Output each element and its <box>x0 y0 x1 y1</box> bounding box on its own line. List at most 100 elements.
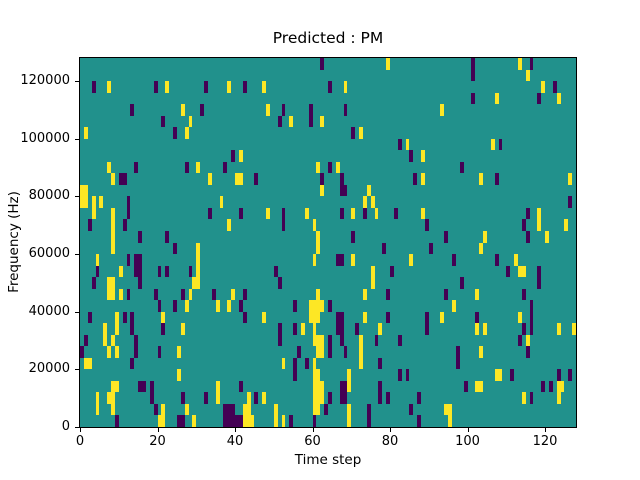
heatmap-cell-high <box>490 138 495 151</box>
heatmap-cell-low <box>173 127 177 139</box>
heatmap-cell-low <box>277 323 282 335</box>
heatmap-cell-low <box>138 380 142 393</box>
x-tick-mark <box>312 428 314 432</box>
heatmap-cell-high <box>494 369 499 381</box>
heatmap-cell-low <box>142 380 146 393</box>
heatmap-cell-low <box>254 392 259 404</box>
heatmap-cell-low <box>138 230 142 243</box>
heatmap-cell-high <box>483 230 487 243</box>
heatmap-cell-low <box>362 207 367 220</box>
heatmap-cell-low <box>231 150 235 162</box>
heatmap-cell-high <box>165 81 170 93</box>
heatmap-cell-low <box>126 254 131 266</box>
heatmap-cell-low <box>463 380 468 393</box>
heatmap-cell-high <box>521 265 526 278</box>
heatmap-cell-high <box>359 346 363 358</box>
heatmap-cell-low <box>277 334 282 347</box>
heatmap-cell-low <box>413 173 418 185</box>
heatmap-cell-high <box>347 380 352 393</box>
heatmap-cell-low <box>459 277 464 289</box>
heatmap-cell-low <box>130 104 135 116</box>
chart-title: Predicted : PM <box>272 29 384 47</box>
heatmap-cell-high <box>316 311 321 324</box>
heatmap-cell-high <box>114 346 119 358</box>
heatmap-cell-high <box>347 403 352 416</box>
heatmap-cell-low <box>417 392 421 404</box>
heatmap-cell-high <box>517 58 522 70</box>
heatmap-cell-high <box>262 81 266 93</box>
heatmap-cell-high <box>479 346 483 358</box>
heatmap-cell-low <box>343 104 348 116</box>
heatmap-cell-low <box>424 311 429 324</box>
heatmap-cell-high <box>188 115 193 128</box>
heatmap-cell-high <box>405 138 410 151</box>
heatmap-cell-high <box>378 323 383 335</box>
heatmap-cell-low <box>556 369 561 381</box>
heatmap-cell-high <box>83 196 88 208</box>
heatmap-cell-high <box>114 323 119 335</box>
heatmap-cell-low <box>455 357 460 370</box>
heatmap-cell-low <box>180 288 185 301</box>
heatmap-cell-low <box>521 219 526 231</box>
heatmap-cell-high <box>308 300 313 312</box>
heatmap-cell-high <box>161 403 166 416</box>
heatmap-cell-low <box>324 403 328 416</box>
heatmap-cell-high <box>556 380 561 393</box>
heatmap-cell-low <box>328 81 332 93</box>
heatmap-cell-low <box>339 207 344 220</box>
heatmap-cell-low <box>529 392 534 404</box>
heatmap-cell-low <box>424 323 429 335</box>
heatmap-cell-low <box>130 323 135 335</box>
heatmap-cell-low <box>339 184 344 197</box>
heatmap-cell-low <box>417 415 421 427</box>
heatmap-cell-low <box>405 369 410 381</box>
heatmap-cell-high <box>440 104 445 116</box>
heatmap-cell-low <box>335 323 340 335</box>
heatmap-cell-low <box>386 311 390 324</box>
heatmap-cell-high <box>184 403 189 416</box>
heatmap-cell-low <box>165 230 170 243</box>
heatmap-cell-low <box>339 392 344 404</box>
heatmap-cell-high <box>316 334 321 347</box>
heatmap-cell-low <box>529 58 534 70</box>
heatmap-cell-low <box>277 115 282 128</box>
heatmap-cell-low <box>204 81 208 93</box>
heatmap-cell-high <box>370 277 375 289</box>
heatmap-cell-low <box>149 392 154 404</box>
x-tick-label: 20 <box>149 434 166 449</box>
heatmap-cell-low <box>525 346 530 358</box>
heatmap-cell-low <box>343 392 348 404</box>
heatmap-cell-low <box>153 403 158 416</box>
heatmap-cell-low <box>122 219 127 231</box>
heatmap-cell-high <box>262 392 266 404</box>
heatmap-cell-high <box>196 277 201 289</box>
heatmap-cell-low <box>277 277 282 289</box>
heatmap-cell-low <box>173 300 177 312</box>
heatmap-cell-high <box>312 380 317 393</box>
heatmap-cell-low <box>289 415 294 427</box>
heatmap-cell-low <box>91 81 96 93</box>
heatmap-cell-high <box>537 207 542 220</box>
heatmap-cell-high <box>409 254 414 266</box>
heatmap-cell-high <box>118 288 123 301</box>
heatmap-cell-low <box>351 127 356 139</box>
heatmap-cell-low <box>173 242 177 255</box>
heatmap-cell-high <box>238 173 243 185</box>
heatmap-cell-high <box>359 127 363 139</box>
heatmap-cell-high <box>475 323 480 335</box>
heatmap-cell-low <box>339 173 344 185</box>
heatmap-cell-high <box>564 219 569 231</box>
heatmap-cell-high <box>479 242 483 255</box>
heatmap-cell-low <box>235 415 239 427</box>
heatmap-cell-low <box>308 115 313 128</box>
heatmap-cell-high <box>316 346 321 358</box>
heatmap-cell-low <box>378 380 383 393</box>
heatmap-cell-low <box>328 334 332 347</box>
heatmap-cell-high <box>80 184 84 197</box>
heatmap-cell-low <box>320 173 325 185</box>
heatmap-cell-low <box>444 230 449 243</box>
heatmap-cell-high <box>111 230 115 243</box>
x-tick-label: 100 <box>455 434 480 449</box>
heatmap-cell-high <box>320 184 325 197</box>
heatmap-cell-high <box>312 392 317 404</box>
